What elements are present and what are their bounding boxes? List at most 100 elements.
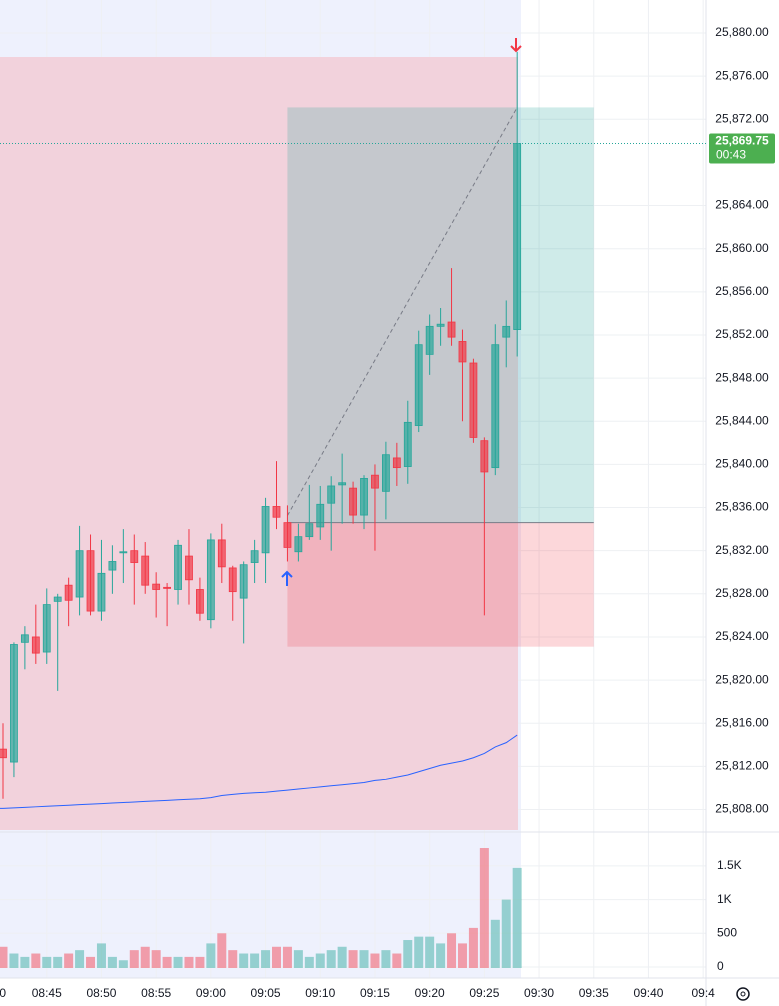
volume-tick-label: 500	[717, 925, 737, 939]
volume-bar	[20, 956, 30, 968]
candle-body	[261, 506, 270, 554]
candle-body	[392, 457, 401, 469]
candle-body	[327, 485, 336, 504]
volume-bar	[403, 940, 413, 968]
volume-bar	[140, 946, 150, 968]
candle-body	[381, 454, 390, 492]
volume-tick-label: 1K	[717, 892, 732, 906]
volume-bar	[490, 919, 500, 968]
candle-body	[425, 325, 434, 355]
x-tick-label: 09:20	[415, 986, 445, 1000]
volume-bar	[447, 933, 457, 968]
x-tick-label: 0	[0, 986, 6, 1000]
volume-bar	[217, 933, 227, 968]
volume-bar	[414, 936, 424, 968]
volume-bar	[206, 943, 216, 968]
candle-body	[217, 539, 226, 568]
volume-bar	[479, 848, 489, 968]
volume-bar	[337, 946, 347, 968]
candle-body	[458, 341, 467, 363]
volume-tick-label: 0	[717, 959, 724, 973]
candle-body	[403, 421, 412, 467]
candle-body	[305, 523, 314, 538]
y-tick-label: 25,816.00	[715, 715, 769, 729]
sell-arrow	[510, 38, 522, 53]
volume-bar	[151, 950, 161, 968]
candle-body	[64, 584, 73, 601]
volume-bar	[64, 953, 74, 968]
candle-body	[469, 362, 478, 438]
range-zone	[0, 57, 518, 830]
volume-bar	[326, 950, 336, 968]
y-tick-label: 25,880.00	[715, 25, 769, 39]
y-tick-label: 25,852.00	[715, 327, 769, 341]
volume-bar	[348, 950, 358, 968]
candle-body	[97, 572, 106, 612]
candle-body	[196, 589, 204, 614]
y-tick-label: 25,848.00	[715, 370, 769, 384]
y-tick-label: 25,828.00	[715, 586, 769, 600]
x-tick-label: 09:35	[579, 986, 609, 1000]
candle-body	[119, 551, 128, 554]
x-tick-label: 08:50	[86, 986, 116, 1000]
x-tick-label: 08:45	[32, 986, 62, 1000]
volume-bar	[162, 956, 172, 968]
candle-body	[316, 503, 325, 528]
x-tick-label: 09:4	[691, 986, 715, 1000]
candle-body	[152, 583, 161, 590]
x-tick-label: 09:25	[469, 986, 499, 1000]
x-tick-label: 09:10	[305, 986, 335, 1000]
volume-bar	[96, 943, 106, 968]
volume-bar	[370, 953, 380, 968]
settings-icon[interactable]	[736, 987, 750, 1001]
y-tick-label: 25,812.00	[715, 759, 769, 773]
y-tick-label: 25,864.00	[715, 198, 769, 212]
volume-bar	[75, 950, 85, 968]
candle-body	[371, 474, 379, 489]
x-tick-label: 09:05	[251, 986, 281, 1000]
candle-body	[0, 748, 7, 759]
volume-bar	[261, 950, 271, 968]
volume-bar	[359, 950, 369, 968]
candle-body	[360, 478, 368, 516]
candle-body	[174, 544, 182, 590]
x-tick-label: 09:15	[360, 986, 390, 1000]
candle-body	[250, 550, 259, 563]
candle-body	[283, 522, 292, 548]
volume-bar	[86, 956, 96, 968]
y-tick-label: 25,832.00	[715, 543, 769, 557]
candle-body	[75, 550, 84, 598]
candle-body	[502, 325, 511, 338]
volume-bar	[381, 950, 391, 968]
y-tick-label: 25,808.00	[715, 802, 769, 816]
y-tick-label: 25,876.00	[715, 68, 769, 82]
candle-body	[20, 634, 29, 643]
volume-bar	[0, 946, 8, 968]
volume-bar	[31, 953, 41, 968]
plot	[0, 51, 706, 968]
volume-bar	[468, 927, 478, 968]
candle-body	[228, 567, 237, 593]
y-tick-label: 25,836.00	[715, 500, 769, 514]
volume-bar	[457, 943, 467, 968]
volume-bar	[184, 956, 194, 968]
volume-bar	[304, 956, 314, 968]
candle-body	[349, 487, 357, 516]
volume-bar	[195, 956, 205, 968]
candle-body	[206, 539, 215, 621]
volume-bar	[501, 899, 511, 968]
volume-bar	[272, 946, 281, 968]
vwap-line	[0, 734, 518, 809]
y-tick-label: 25,820.00	[715, 672, 769, 686]
y-tick-label: 25,872.00	[715, 111, 769, 125]
volume-bar	[250, 953, 260, 968]
trade-line	[287, 107, 518, 516]
loss-zone	[287, 522, 594, 647]
candle-body	[294, 536, 303, 553]
volume-bar	[107, 956, 117, 968]
volume-bar	[512, 867, 522, 968]
candle-body	[491, 344, 500, 469]
volume-bar	[315, 953, 325, 968]
candle-body	[10, 644, 18, 763]
